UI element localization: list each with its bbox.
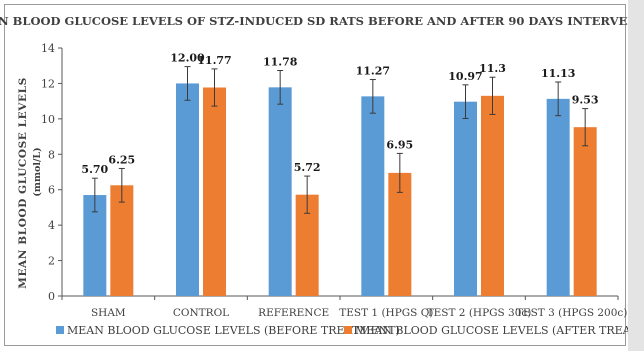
bar-before-treatment	[454, 101, 477, 296]
y-axis-label: MEAN BLOOD GLUCOSE LEVELS	[17, 77, 29, 289]
y-tick-label: 6	[48, 184, 55, 197]
window-edge	[628, 0, 644, 351]
y-tick-label: 2	[48, 255, 55, 268]
bar-after-treatment	[295, 194, 319, 296]
chart-title: MEAN BLOOD GLUCOSE LEVELS OF STZ-INDUCED…	[0, 14, 628, 28]
category-labels: SHAM CONTROL REFERENCE TEST 1 (HPGS Q)TEST …	[91, 307, 627, 319]
category-label: CONTROL	[173, 307, 229, 319]
bar-after-treatment	[203, 87, 226, 296]
y-tick-label: 10	[41, 113, 55, 126]
bar-before-treatment	[268, 87, 292, 296]
data-label: 11.3	[479, 62, 506, 75]
bars	[83, 83, 597, 296]
axes: 0 2 4 6 8 10 12 14	[41, 42, 619, 303]
data-label: 12.00	[170, 52, 205, 65]
bar-after-treatment	[388, 172, 412, 296]
y-tick-label: 8	[48, 148, 55, 161]
category-label: TEST 2 (HPGS 30c)	[427, 307, 532, 319]
bar-before-treatment	[176, 83, 199, 296]
legend-swatch	[344, 326, 352, 334]
data-label: 5.72	[294, 161, 321, 174]
data-label: 6.25	[108, 153, 135, 166]
data-label: 10.97	[448, 70, 482, 83]
legend-label: MEAN BLOOD GLUCOSE LEVELS (AFTER TREATME…	[355, 324, 628, 337]
bar-before-treatment	[546, 98, 570, 296]
data-label: 11.77	[197, 54, 231, 67]
bar-before-treatment	[83, 195, 107, 296]
bar-chart: MEAN BLOOD GLUCOSE LEVELS OF STZ-INDUCED…	[0, 14, 628, 337]
legend: MEAN BLOOD GLUCOSE LEVELS (BEFORE TREATM…	[56, 324, 628, 337]
y-tick-label: 14	[41, 42, 55, 55]
legend-label: MEAN BLOOD GLUCOSE LEVELS (BEFORE TREATM…	[67, 324, 400, 337]
y-tick-label: 4	[48, 219, 55, 232]
data-label: 9.53	[572, 94, 599, 107]
data-label: 11.78	[263, 55, 298, 68]
bar-before-treatment	[361, 96, 385, 296]
y-tick-label: 0	[48, 290, 55, 303]
y-tick-label: 12	[41, 77, 55, 90]
bar-after-treatment	[110, 185, 134, 296]
data-label: 6.95	[386, 138, 413, 151]
data-label: 11.27	[356, 65, 390, 78]
category-label: TEST 1 (HPGS Q)	[339, 307, 433, 319]
legend-swatch	[56, 326, 64, 334]
data-label: 5.70	[81, 163, 108, 176]
bar-after-treatment	[481, 95, 504, 296]
data-label: 11.13	[541, 67, 575, 80]
error-bars	[91, 66, 589, 214]
y-axis-unit: (mmol/L)	[32, 147, 43, 196]
bar-after-treatment	[573, 127, 597, 296]
category-label: SHAM	[91, 307, 126, 319]
category-label: REFERENCE	[258, 307, 329, 319]
category-label: TEST 3 (HPGS 200c)	[516, 307, 627, 319]
